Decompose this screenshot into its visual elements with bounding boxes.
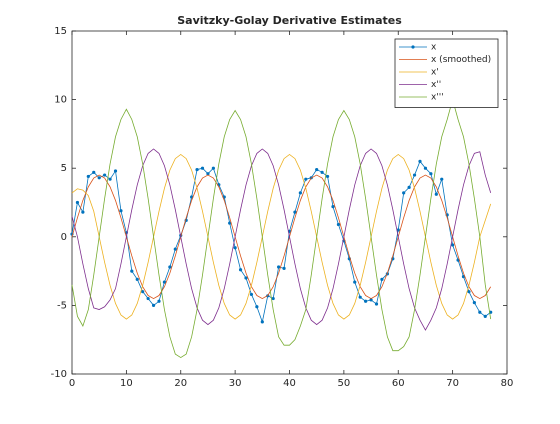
point-marker bbox=[374, 302, 379, 306]
point-marker bbox=[238, 268, 243, 272]
point-marker bbox=[92, 170, 96, 174]
x-tick-label: 10 bbox=[120, 378, 133, 389]
y-tick-label: 0 bbox=[61, 232, 67, 243]
point-marker bbox=[103, 173, 107, 177]
point-marker bbox=[331, 205, 335, 209]
x-tick-label: 40 bbox=[283, 378, 296, 389]
point-marker bbox=[380, 277, 384, 281]
legend-label: x bbox=[431, 43, 437, 53]
point-marker bbox=[407, 185, 411, 190]
point-marker bbox=[97, 176, 101, 180]
point-marker bbox=[412, 173, 417, 177]
point-marker bbox=[358, 295, 362, 299]
point-marker bbox=[271, 296, 275, 301]
series-line bbox=[71, 148, 492, 331]
point-marker bbox=[478, 310, 482, 314]
legend-label: x' bbox=[431, 68, 439, 78]
point-marker bbox=[298, 191, 302, 195]
legend-box bbox=[394, 38, 499, 108]
series-line bbox=[71, 98, 492, 359]
y-tick-label: -10 bbox=[51, 369, 67, 380]
point-marker bbox=[364, 299, 368, 303]
series-line bbox=[71, 174, 492, 299]
y-tick-label: 10 bbox=[54, 95, 67, 106]
y-tick-label: -5 bbox=[57, 300, 67, 311]
x-tick-label: 30 bbox=[229, 378, 242, 389]
point-marker bbox=[81, 210, 85, 214]
legend-label: x''' bbox=[431, 93, 444, 103]
point-marker bbox=[200, 166, 205, 170]
point-marker bbox=[451, 243, 455, 247]
point-marker bbox=[146, 296, 150, 301]
series-line bbox=[71, 153, 492, 320]
point-marker bbox=[467, 290, 471, 294]
point-marker bbox=[483, 314, 487, 318]
point-marker bbox=[402, 191, 406, 195]
point-marker bbox=[336, 222, 341, 227]
point-marker bbox=[113, 169, 118, 173]
point-marker bbox=[211, 166, 215, 170]
point-marker bbox=[320, 170, 324, 174]
legend-label: x (smoothed) bbox=[431, 55, 491, 65]
x-tick-label: 0 bbox=[69, 378, 75, 389]
point-marker bbox=[353, 280, 357, 284]
point-marker bbox=[429, 172, 433, 176]
point-marker bbox=[472, 301, 476, 305]
point-marker bbox=[325, 174, 330, 179]
point-marker bbox=[135, 277, 139, 281]
x-tick-label: 80 bbox=[501, 378, 514, 389]
x-tick-label: 70 bbox=[446, 378, 459, 389]
point-marker bbox=[255, 305, 259, 309]
point-marker bbox=[293, 210, 297, 214]
point-marker bbox=[418, 159, 422, 163]
point-marker bbox=[260, 320, 264, 324]
point-marker bbox=[168, 265, 172, 269]
y-tick-label: 5 bbox=[61, 163, 67, 174]
point-marker bbox=[396, 228, 400, 232]
point-marker bbox=[369, 298, 373, 302]
chart-title: Savitzky-Golay Derivative Estimates bbox=[177, 14, 402, 27]
x-tick-label: 60 bbox=[392, 378, 405, 389]
point-marker bbox=[423, 166, 428, 170]
point-marker bbox=[277, 265, 281, 269]
y-tick-label: 15 bbox=[54, 26, 67, 37]
point-marker bbox=[173, 247, 177, 251]
point-marker bbox=[304, 177, 308, 181]
point-marker bbox=[440, 177, 444, 181]
point-marker bbox=[434, 192, 438, 196]
point-marker bbox=[282, 266, 286, 270]
point-marker bbox=[315, 167, 319, 172]
legend-marker bbox=[411, 45, 415, 49]
point-marker bbox=[119, 209, 123, 213]
point-marker bbox=[130, 269, 134, 273]
point-marker bbox=[228, 221, 232, 225]
point-marker bbox=[162, 280, 167, 284]
x-tick-label: 20 bbox=[174, 378, 187, 389]
point-marker bbox=[141, 290, 145, 294]
point-marker bbox=[249, 292, 254, 297]
point-marker bbox=[86, 174, 90, 179]
point-marker bbox=[195, 167, 199, 172]
x-tick-label: 50 bbox=[338, 378, 351, 389]
point-marker bbox=[244, 276, 248, 280]
legend-label: x'' bbox=[431, 80, 441, 90]
point-marker bbox=[157, 299, 161, 303]
point-marker bbox=[206, 172, 210, 176]
point-marker bbox=[75, 200, 80, 205]
point-marker bbox=[151, 303, 156, 307]
point-marker bbox=[233, 246, 237, 250]
point-marker bbox=[108, 177, 112, 181]
